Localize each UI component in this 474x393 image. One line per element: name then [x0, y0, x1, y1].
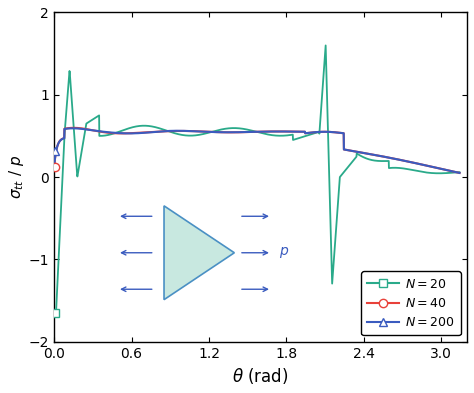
Legend: $N = 20$, $N = 40$, $N = 200$: $N = 20$, $N = 40$, $N = 200$	[361, 272, 461, 335]
Y-axis label: $\sigma_{tt}$ / $p$: $\sigma_{tt}$ / $p$	[7, 155, 26, 199]
X-axis label: $\theta$ (rad): $\theta$ (rad)	[232, 366, 289, 386]
